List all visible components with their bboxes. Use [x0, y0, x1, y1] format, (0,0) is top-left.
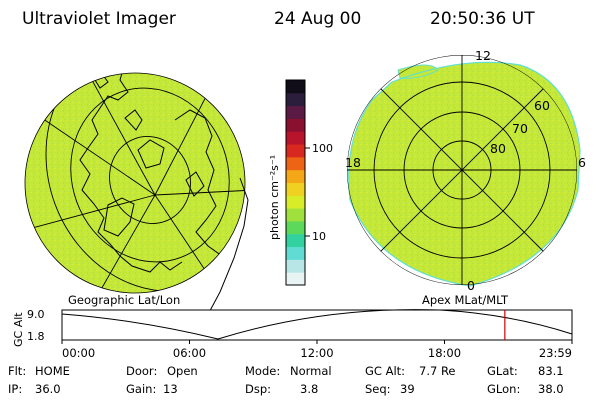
colorbar-cell [286, 80, 305, 94]
colorbar-cell [286, 92, 305, 107]
colorbar-cell [286, 195, 305, 209]
seq-label: Seq: [365, 382, 391, 396]
colorbar-cell [286, 272, 305, 286]
gain-value: 13 [163, 382, 178, 396]
timeline-tick-label: 12:00 [300, 346, 333, 360]
timeline-tick-label: 23:59 [539, 346, 572, 360]
altitude-timeline: GC Alt 9.0 1.8 00:00 06:00 12:00 18:00 23:59 [12, 308, 573, 360]
colorbar-cell [286, 208, 305, 222]
seq-value: 39 [400, 382, 415, 396]
glon-label: GLon: [487, 382, 520, 396]
colorbar-cell [286, 105, 305, 119]
colorbar-cell [286, 182, 305, 196]
colorbar-cell [286, 233, 305, 248]
geographic-panel-label: Geographic Lat/Lon [68, 293, 180, 307]
timeline-tick-label: 06:00 [173, 346, 206, 360]
timeline-tick-label: 00:00 [62, 346, 95, 360]
mlt-label-12: 12 [475, 48, 491, 63]
mlat-label-60: 60 [534, 98, 550, 113]
timeline-tick-label: 18:00 [428, 346, 461, 360]
geographic-disk [24, 72, 249, 321]
dsp-value: 3.8 [300, 382, 318, 396]
mlt-label-0: 0 [467, 278, 475, 293]
colorbar-cell [286, 131, 305, 145]
colorbar-cell [286, 259, 305, 273]
glon-value: 38.0 [538, 382, 564, 396]
colorbar-cell [286, 169, 305, 183]
door-label: Door: [126, 364, 157, 378]
flt-label: Flt: [8, 364, 26, 378]
timeline-y-top: 9.0 [27, 308, 45, 321]
gain-label: Gain: [126, 382, 156, 396]
ip-label: IP: [8, 382, 22, 396]
status-info: Flt: HOME IP: 36.0 Door: Open Gain: 13 M… [8, 364, 564, 396]
flt-value: HOME [35, 364, 70, 378]
mlat-label-70: 70 [512, 121, 528, 136]
mlat-label-80: 80 [490, 141, 506, 156]
gcalt-label: GC Alt: [365, 364, 405, 378]
glat-value: 83.1 [538, 364, 564, 378]
mlt-label-18: 18 [345, 155, 361, 170]
timeline-axis-label: GC Alt [12, 312, 25, 347]
magnetic-panel-label: Apex MLat/MLT [422, 293, 509, 307]
mode-label: Mode: [245, 364, 280, 378]
colorbar: 100 10 photon cm⁻²s⁻¹ [268, 79, 333, 286]
glat-label: GLat: [487, 364, 518, 378]
colorbar-cell [286, 144, 305, 158]
mlt-label-6: 6 [578, 155, 586, 170]
colorbar-tick-100: 100 [312, 142, 333, 155]
colorbar-tick-10: 10 [312, 230, 326, 243]
colorbar-unit-label: photon cm⁻²s⁻¹ [268, 155, 281, 240]
colorbar-cell [286, 220, 305, 235]
colorbar-cell [286, 156, 305, 171]
door-value: Open [167, 364, 198, 378]
instrument-title: Ultraviolet Imager [22, 9, 176, 29]
observation-time: 20:50:36 UT [430, 9, 535, 29]
magnetic-grid [347, 55, 577, 285]
magnetic-disk: 12 6 0 18 80 70 60 [345, 48, 586, 293]
dsp-label: Dsp: [245, 382, 271, 396]
ip-value: 36.0 [35, 382, 61, 396]
timeline-y-bottom: 1.8 [27, 330, 45, 343]
colorbar-cell [286, 118, 305, 132]
coastlines [54, 73, 223, 273]
colorbar-cell [286, 246, 305, 260]
observation-date: 24 Aug 00 [274, 9, 361, 29]
gcalt-value: 7.7 Re [419, 364, 456, 378]
mode-value: Normal [290, 364, 332, 378]
